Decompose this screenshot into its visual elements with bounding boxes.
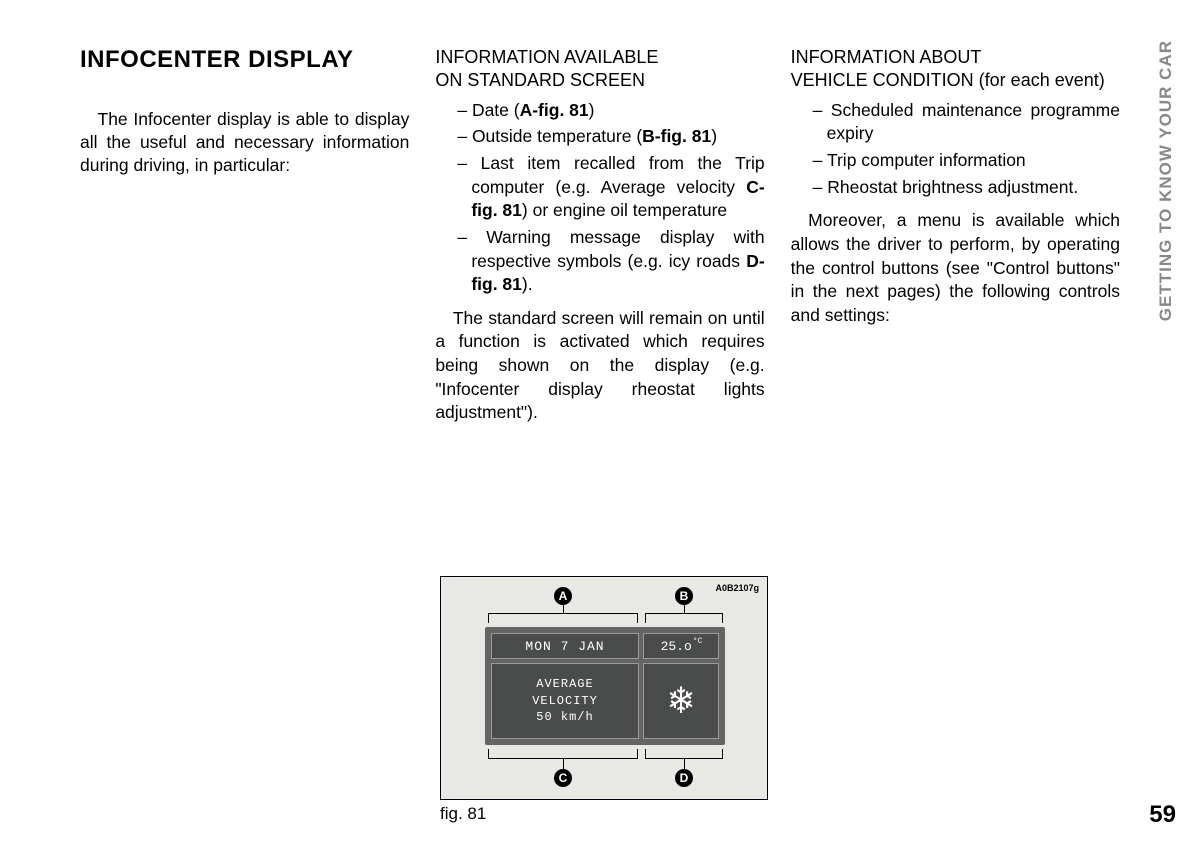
list-item: Last item recalled from the Trip compute… — [457, 152, 764, 223]
col3-heading-line2: VEHICLE CONDITION (for each event) — [791, 70, 1105, 90]
content-columns: INFOCENTER DISPLAY The Infocenter displa… — [80, 46, 1120, 425]
list-item: Trip computer information — [813, 149, 1120, 173]
col2-heading-line1: INFORMATION AVAILABLE — [435, 47, 658, 67]
callout-d: D — [675, 769, 693, 787]
col2-list: Date (A-fig. 81) Outside temperature (B-… — [457, 99, 764, 297]
leader-line — [563, 759, 564, 769]
list-item: Scheduled maintenance programme expiry — [813, 99, 1120, 146]
list-item: Outside temperature (B-fig. 81) — [457, 125, 764, 149]
display-average-velocity: AVERAGE VELOCITY 50 km/h — [491, 663, 639, 739]
figure-caption: fig. 81 — [440, 804, 768, 824]
col3-paragraph: Moreover, a menu is available which allo… — [791, 209, 1120, 327]
bracket — [488, 749, 638, 759]
col3-heading: INFORMATION ABOUT VEHICLE CONDITION (for… — [791, 46, 1120, 93]
figure-code: A0B2107g — [715, 583, 759, 593]
col2-paragraph: The standard screen will remain on until… — [435, 307, 764, 425]
list-item: Warning message display with respective … — [457, 226, 764, 297]
display-bottom-row: AVERAGE VELOCITY 50 km/h ❄ — [491, 663, 719, 739]
callout-c: C — [554, 769, 572, 787]
side-tab: GETTING TO KNOW YOUR CAR — [1156, 40, 1176, 321]
list-item: Date (A-fig. 81) — [457, 99, 764, 123]
column-3: INFORMATION ABOUT VEHICLE CONDITION (for… — [791, 46, 1120, 425]
bracket — [645, 749, 723, 759]
col3-list: Scheduled maintenance programme expiry T… — [813, 99, 1120, 200]
callout-b: B — [675, 587, 693, 605]
display-temperature: 25.o°C — [643, 633, 719, 659]
bracket — [645, 613, 723, 623]
col2-heading-line2: ON STANDARD SCREEN — [435, 70, 645, 90]
list-item: Rheostat brightness adjustment. — [813, 176, 1120, 200]
snowflake-icon: ❄ — [643, 663, 719, 739]
figure-frame: A0B2107g A B C D MON 7 JAN 25.o°C AVERAG… — [440, 576, 768, 800]
display-top-row: MON 7 JAN 25.o°C — [491, 633, 719, 659]
bracket — [488, 613, 638, 623]
intro-paragraph: The Infocenter display is able to displa… — [80, 108, 409, 176]
page-number: 59 — [1149, 801, 1176, 829]
display-date: MON 7 JAN — [491, 633, 639, 659]
leader-line — [684, 759, 685, 769]
column-1: INFOCENTER DISPLAY The Infocenter displa… — [80, 46, 409, 425]
column-2: INFORMATION AVAILABLE ON STANDARD SCREEN… — [435, 46, 764, 425]
col3-heading-line1: INFORMATION ABOUT — [791, 47, 982, 67]
page-title: INFOCENTER DISPLAY — [80, 46, 409, 74]
col2-heading: INFORMATION AVAILABLE ON STANDARD SCREEN — [435, 46, 764, 93]
callout-a: A — [554, 587, 572, 605]
lcd-display: MON 7 JAN 25.o°C AVERAGE VELOCITY 50 km/… — [485, 627, 725, 745]
figure-81: A0B2107g A B C D MON 7 JAN 25.o°C AVERAG… — [440, 576, 768, 824]
